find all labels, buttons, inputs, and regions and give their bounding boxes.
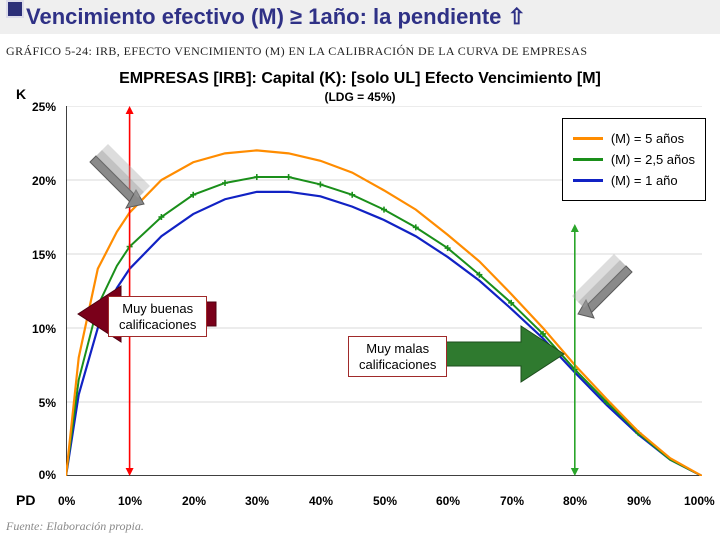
legend-label: (M) = 5 años xyxy=(611,131,684,146)
xtick-10: 10% xyxy=(118,494,142,508)
ytick-20: 20% xyxy=(16,174,56,188)
legend-item-m5: (M) = 5 años xyxy=(573,131,695,146)
ytick-15: 15% xyxy=(16,248,56,262)
ytick-0: 0% xyxy=(16,468,56,482)
annotation-muy-malas: Muy malas calificaciones xyxy=(348,336,447,377)
xtick-20: 20% xyxy=(182,494,206,508)
ytick-5: 5% xyxy=(16,396,56,410)
x-axis-label: PD xyxy=(16,492,35,508)
slide-title: Vencimiento efectivo (M) ≥ 1año: la pend… xyxy=(26,4,526,30)
xtick-60: 60% xyxy=(436,494,460,508)
legend: (M) = 5 años (M) = 2,5 años (M) = 1 año xyxy=(562,118,706,201)
legend-swatch-icon xyxy=(573,179,603,182)
legend-swatch-icon xyxy=(573,158,603,161)
source-text: Fuente: Elaboración propia. xyxy=(6,519,144,534)
legend-swatch-icon xyxy=(573,137,603,140)
xtick-80: 80% xyxy=(563,494,587,508)
xtick-100: 100% xyxy=(684,494,715,508)
title-bullet xyxy=(8,2,22,16)
annotation-line1: Muy malas xyxy=(366,341,429,356)
xtick-90: 90% xyxy=(627,494,651,508)
ytick-25: 25% xyxy=(16,100,56,114)
xtick-70: 70% xyxy=(500,494,524,508)
slide-root: Vencimiento efectivo (M) ≥ 1año: la pend… xyxy=(0,0,720,540)
graphic-label: GRÁFICO 5-24: IRB, EFECTO VENCIMIENTO (M… xyxy=(6,44,587,59)
legend-item-m1: (M) = 1 año xyxy=(573,173,695,188)
title-bar: Vencimiento efectivo (M) ≥ 1año: la pend… xyxy=(0,0,720,34)
chart-title: EMPRESAS [IRB]: Capital (K): [solo UL] E… xyxy=(0,70,720,88)
annotation-line1: Muy buenas xyxy=(122,301,193,316)
annotation-line2: calificaciones xyxy=(119,317,196,332)
xtick-40: 40% xyxy=(309,494,333,508)
xtick-0: 0% xyxy=(58,494,75,508)
annotation-line2: calificaciones xyxy=(359,357,436,372)
chart-subtitle: (LDG = 45%) xyxy=(0,90,720,104)
xtick-50: 50% xyxy=(373,494,397,508)
annotation-muy-buenas: Muy buenas calificaciones xyxy=(108,296,207,337)
xtick-30: 30% xyxy=(245,494,269,508)
legend-label: (M) = 2,5 años xyxy=(611,152,695,167)
legend-item-m25: (M) = 2,5 años xyxy=(573,152,695,167)
ytick-10: 10% xyxy=(16,322,56,336)
legend-label: (M) = 1 año xyxy=(611,173,678,188)
